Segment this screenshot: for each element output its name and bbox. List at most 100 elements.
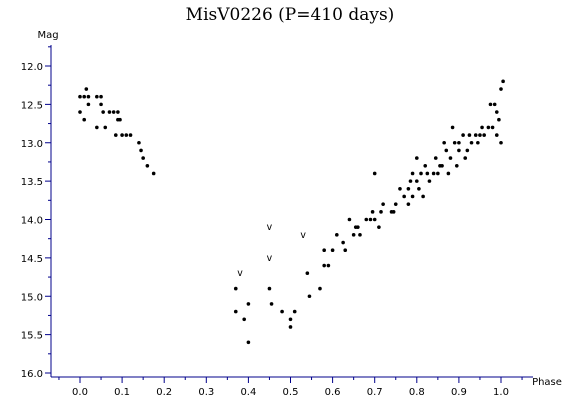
data-point [417, 187, 421, 191]
upper-limit-marker: v [266, 253, 272, 264]
data-point [113, 133, 118, 137]
data-point [490, 125, 495, 130]
data-point [233, 309, 238, 314]
data-point [233, 286, 238, 291]
data-point [78, 110, 82, 114]
data-point [101, 110, 105, 114]
data-point [151, 171, 156, 176]
data-point [406, 202, 411, 206]
data-point [139, 148, 143, 153]
data-point [427, 179, 432, 183]
data-point [288, 325, 293, 329]
data-point [322, 248, 326, 252]
upper-limit-marker: v [300, 230, 306, 241]
x-tick-label: 0.6 [325, 387, 341, 398]
data-point [86, 102, 91, 107]
data-point [347, 217, 352, 222]
data-point [269, 302, 274, 306]
x-tick-label: 0.2 [156, 387, 172, 398]
data-point [78, 94, 82, 99]
y-axis-ticks: 12.0 12.5 13.0 13.5 14.0 14.5 15.0 15.5 16.0 [21, 46, 51, 380]
data-point [473, 133, 478, 137]
x-tick-label: 0.3 [198, 387, 214, 398]
data-point [379, 210, 383, 214]
y-tick-label: 12.0 [21, 62, 43, 73]
data-point [457, 148, 461, 153]
data-point [372, 171, 377, 176]
y-tick-label: 12.5 [21, 100, 43, 111]
y-tick-label: 14.0 [21, 216, 43, 227]
data-point [381, 202, 385, 206]
y-tick-label: 14.5 [21, 254, 43, 265]
data-point [95, 125, 99, 130]
data-point [431, 171, 436, 176]
data-point [326, 263, 331, 268]
data-point [433, 156, 438, 160]
data-point [322, 263, 326, 268]
data-point [421, 194, 425, 199]
data-point [246, 340, 251, 345]
data-point [410, 171, 415, 176]
data-point [377, 225, 381, 229]
data-point [454, 163, 459, 168]
data-point [86, 94, 91, 99]
data-point [118, 117, 122, 122]
data-point [246, 302, 251, 306]
upper-limit-markers: v v v v [237, 222, 306, 279]
data-point [242, 317, 246, 322]
data-point [440, 163, 444, 168]
data-point [402, 194, 406, 199]
data-point [288, 317, 293, 322]
y-tick-label: 15.0 [21, 292, 43, 303]
data-point [82, 117, 87, 122]
data-point [120, 133, 124, 137]
x-tick-label: 0.0 [72, 387, 88, 398]
data-point [391, 210, 396, 214]
data-point [370, 210, 375, 214]
data-point [415, 179, 419, 183]
data-point [408, 179, 413, 183]
data-point [499, 140, 503, 145]
x-tick-label: 0.4 [240, 387, 256, 398]
data-point [501, 79, 505, 84]
data-point [364, 217, 369, 222]
y-tick-label: 16.0 [21, 369, 43, 380]
data-point [488, 102, 493, 107]
data-point [469, 140, 474, 145]
data-point [307, 294, 312, 299]
data-point [107, 110, 112, 114]
data-point [280, 309, 284, 314]
data-point [95, 94, 99, 99]
x-tick-label: 0.1 [114, 387, 130, 398]
data-point [444, 148, 449, 153]
y-tick-label: 15.5 [21, 331, 43, 342]
data-point [442, 140, 446, 145]
data-point [486, 125, 491, 130]
x-tick-label: 0.9 [451, 387, 467, 398]
upper-limit-marker: v [266, 222, 272, 233]
data-point [358, 233, 362, 237]
data-point [482, 133, 486, 137]
data-point [480, 125, 484, 130]
data-point [452, 140, 457, 145]
data-point [318, 286, 322, 291]
x-axis-ticks: 0.0 0.1 0.2 0.3 0.4 0.5 0.6 0.7 0.8 0.9 1.0 [58, 377, 523, 398]
x-tick-label: 0.8 [409, 387, 425, 398]
data-point [116, 110, 120, 114]
data-point [494, 110, 499, 114]
data-point [128, 133, 133, 137]
data-point [111, 110, 116, 114]
data-point [82, 94, 87, 99]
data-point [463, 156, 468, 160]
data-point [356, 225, 360, 229]
x-tick-label: 0.7 [367, 387, 383, 398]
data-point [476, 140, 480, 145]
data-point [330, 248, 335, 252]
data-point [406, 187, 411, 191]
data-point [423, 163, 428, 168]
data-point [103, 125, 108, 130]
y-tick-label: 13.0 [21, 139, 43, 150]
data-point [99, 94, 103, 99]
